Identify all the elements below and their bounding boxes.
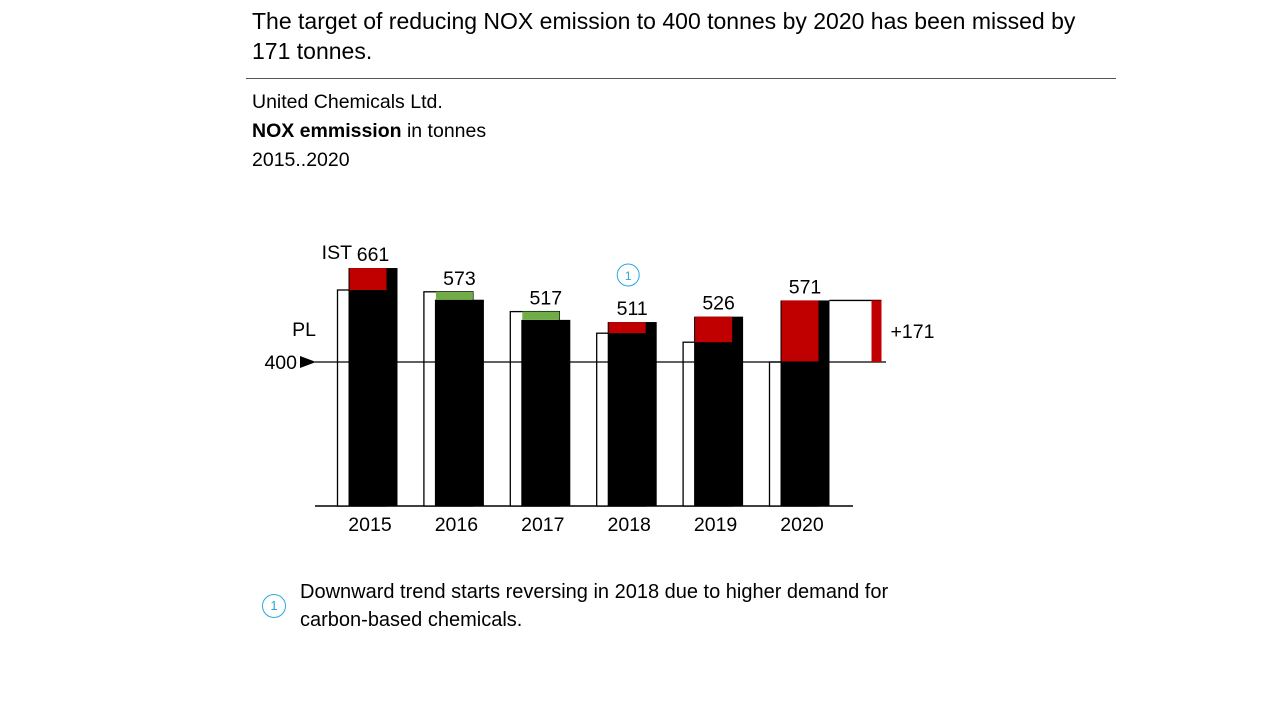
actual-series-label: IST <box>322 242 352 264</box>
measure-name: NOX emmission <box>252 120 402 142</box>
variance-segment <box>435 291 473 300</box>
annotation-marker-icon <box>616 263 640 287</box>
headline: The target of reducing NOX emission to 4… <box>252 8 1076 64</box>
actual-bar <box>607 322 657 506</box>
category-label: 2015 <box>348 514 392 536</box>
category-label: 2018 <box>608 514 651 536</box>
delta-label: +171 <box>891 321 935 343</box>
reference-marker-icon <box>300 356 316 368</box>
company-name: United Chemicals Ltd. <box>252 91 443 113</box>
actual-bar <box>694 316 744 506</box>
value-label: 526 <box>702 293 735 315</box>
footnote-text: Downward trend starts reversing in 2018 … <box>300 581 889 631</box>
annotation-marker-label: 1 <box>625 269 632 283</box>
actual-bar <box>521 319 571 506</box>
variance-segment <box>695 316 733 343</box>
category-label: 2016 <box>435 514 478 536</box>
variance-segment <box>608 322 646 334</box>
category-label: 2020 <box>780 514 824 536</box>
actual-bar <box>348 268 398 506</box>
category-label: 2017 <box>521 514 564 536</box>
title-divider <box>246 78 1116 79</box>
variance-segment <box>781 300 819 362</box>
footnote-marker: 1 <box>262 594 286 618</box>
variance-segment <box>522 311 560 320</box>
value-label: 573 <box>443 268 476 290</box>
value-label: 661 <box>357 244 390 266</box>
variance-segment <box>349 268 387 290</box>
category-label: 2019 <box>694 514 737 536</box>
reference-label: 400 <box>264 352 297 374</box>
delta-bar <box>871 300 882 362</box>
actual-bar <box>434 299 484 506</box>
chart-subtitle: United Chemicals Ltd. NOX emmission in t… <box>252 88 486 175</box>
value-label: 517 <box>530 288 563 310</box>
plan-series-label: PL <box>292 319 316 341</box>
value-label: 571 <box>789 276 822 298</box>
measure-unit: in tonnes <box>401 120 487 142</box>
period-label: 2015..2020 <box>252 149 350 171</box>
measure-line: NOX emmission in tonnes <box>252 117 486 146</box>
value-label: 511 <box>617 298 648 320</box>
